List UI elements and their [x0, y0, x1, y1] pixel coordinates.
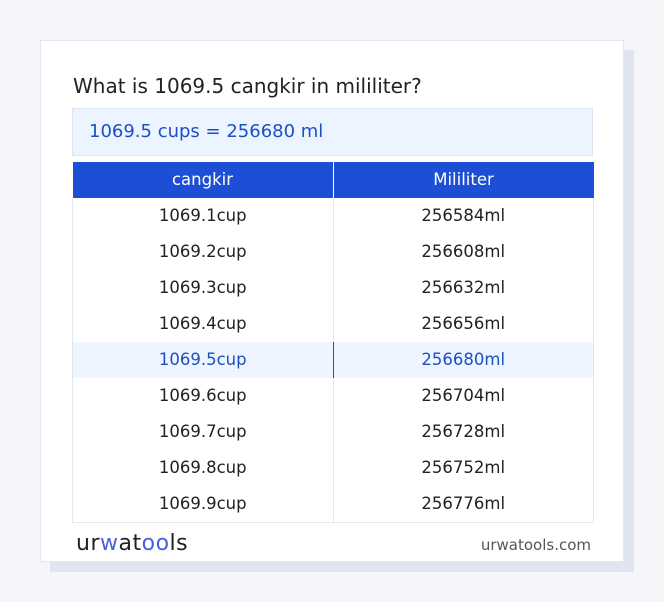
urwatools-logo[interactable]: urwatools	[76, 531, 189, 556]
mililiter-cell: 256728ml	[332, 414, 594, 450]
cangkir-cell: 1069.7cup	[72, 414, 334, 450]
site-link[interactable]: urwatools.com	[480, 536, 591, 554]
cangkir-cell: 1069.1cup	[72, 198, 334, 234]
table-row: 1069.7cup 256728ml	[72, 414, 594, 450]
table-row: 1069.2cup 256608ml	[72, 234, 594, 270]
cangkir-cell: 1069.6cup	[72, 378, 334, 414]
cangkir-cell: 1069.9cup	[72, 486, 334, 523]
mililiter-cell: 256656ml	[332, 306, 594, 342]
cangkir-cell: 1069.3cup	[72, 270, 334, 306]
table-row: 1069.1cup 256584ml	[72, 198, 594, 234]
cangkir-cell: 1069.2cup	[72, 234, 334, 270]
header-mililiter: Mililiter	[333, 162, 594, 198]
header-cangkir: cangkir	[72, 162, 334, 198]
mililiter-cell: 256632ml	[332, 270, 594, 306]
table-row: 1069.6cup 256704ml	[72, 378, 594, 414]
mililiter-cell: 256752ml	[332, 450, 594, 486]
cangkir-cell: 1069.5cup	[72, 342, 334, 378]
table-row: 1069.5cup 256680ml	[72, 342, 594, 378]
mililiter-cell: 256776ml	[332, 486, 594, 523]
converter-card: What is 1069.5 cangkir in mililiter? 106…	[40, 40, 624, 562]
result-box: 1069.5 cups = 256680 ml	[72, 108, 593, 156]
table-row: 1069.3cup 256632ml	[72, 270, 594, 306]
cangkir-cell: 1069.4cup	[72, 306, 334, 342]
table-row: 1069.4cup 256656ml	[72, 306, 594, 342]
table-row: 1069.8cup 256752ml	[72, 450, 594, 486]
conversion-table: cangkir Mililiter 1069.1cup 256584ml 1069.…	[72, 162, 594, 523]
mililiter-cell: 256608ml	[332, 234, 594, 270]
mililiter-cell: 256704ml	[332, 378, 594, 414]
cangkir-cell: 1069.8cup	[72, 450, 334, 486]
page-title: What is 1069.5 cangkir in mililiter?	[73, 74, 422, 98]
mililiter-cell: 256584ml	[332, 198, 594, 234]
table-row: 1069.9cup 256776ml	[72, 486, 594, 523]
mililiter-cell: 256680ml	[332, 342, 594, 378]
